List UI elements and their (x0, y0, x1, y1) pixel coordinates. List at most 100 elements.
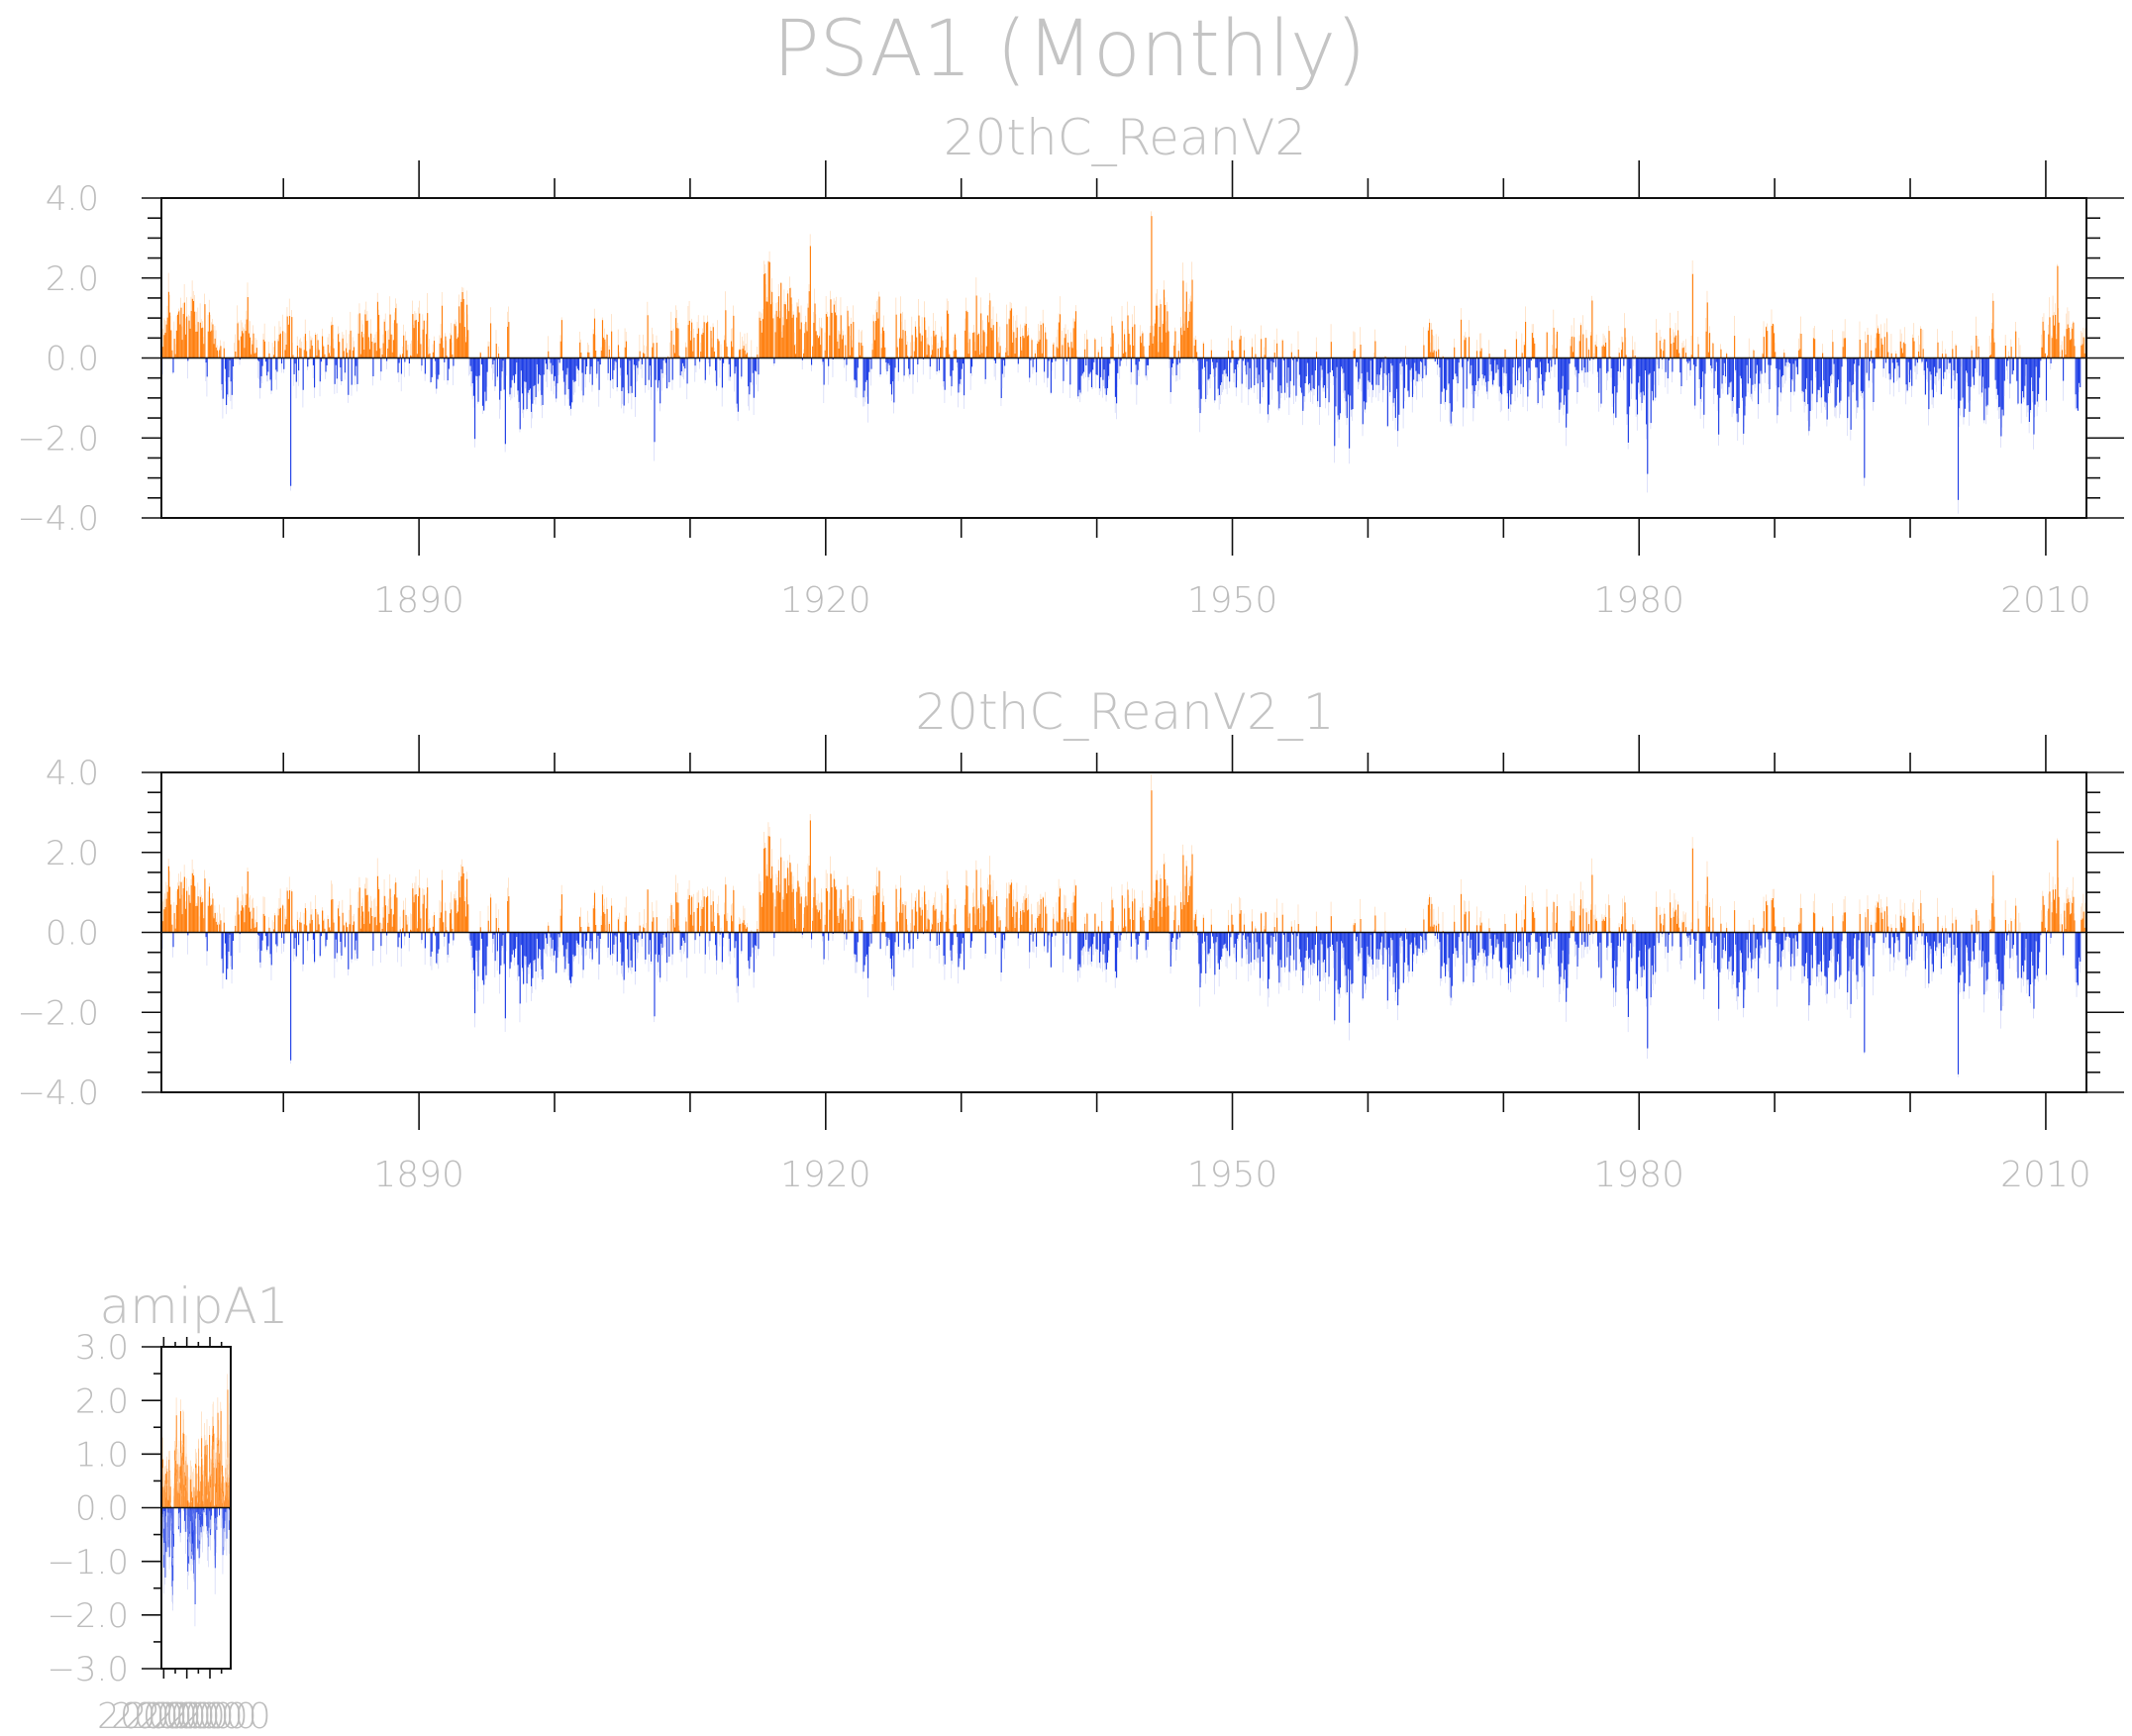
bar (200, 328, 203, 358)
bar (1957, 357, 1960, 500)
bar (1831, 357, 1833, 375)
bar (870, 357, 872, 369)
bar (1350, 357, 1352, 396)
bar-spread (942, 895, 943, 933)
bar-spread (1915, 357, 1917, 380)
bar (180, 307, 182, 358)
bar (1222, 357, 1224, 374)
bar (1191, 279, 1193, 358)
bar-spread (1871, 335, 1872, 358)
bar (1310, 357, 1312, 391)
bar (340, 932, 342, 942)
bar (1826, 357, 1828, 420)
bar (496, 357, 498, 377)
bar-spread (605, 342, 606, 358)
bar (1139, 336, 1142, 358)
bar-spread (349, 334, 350, 358)
bar-spread (617, 329, 619, 358)
bar (1434, 357, 1436, 361)
bar (837, 915, 839, 933)
bar-spread (1447, 357, 1448, 376)
bar (1996, 357, 1999, 395)
bar (181, 340, 183, 358)
bar (1539, 357, 1541, 362)
bar (230, 932, 232, 957)
bar (992, 899, 994, 933)
bar (424, 932, 426, 949)
bar (1881, 345, 1883, 358)
bar (2052, 315, 2054, 358)
bar-spread (280, 357, 282, 373)
bar (1215, 357, 1217, 368)
bar (983, 906, 985, 933)
bar (517, 357, 519, 391)
bar (644, 354, 646, 358)
bar (202, 901, 204, 933)
bar (1335, 357, 1337, 407)
bar (812, 920, 814, 933)
bar (628, 932, 630, 969)
bar (1939, 357, 1941, 368)
bar (1602, 345, 1604, 358)
bar (818, 336, 821, 358)
bar (251, 354, 253, 358)
bar (1169, 357, 1171, 392)
bar (982, 904, 984, 933)
bar-spread (1593, 353, 1595, 358)
bar (448, 932, 450, 944)
bar (684, 357, 686, 369)
bar (964, 904, 966, 933)
bar (406, 924, 408, 933)
bar (1355, 357, 1358, 367)
bar-spread (1792, 357, 1793, 382)
bar (573, 357, 575, 382)
bar (246, 893, 248, 933)
bar-spread (700, 906, 701, 933)
bar (1756, 357, 1759, 365)
bar (176, 888, 179, 933)
bar (433, 915, 436, 933)
bar (885, 357, 887, 362)
bar (1451, 357, 1453, 412)
bar (476, 357, 478, 376)
bar (624, 921, 626, 933)
bar (1078, 357, 1080, 390)
bar-spread (1373, 352, 1374, 358)
bar-spread (708, 932, 709, 947)
bar (1563, 357, 1565, 405)
bar (1290, 352, 1292, 358)
bar (1753, 350, 1755, 358)
bar (1008, 893, 1010, 933)
bar (844, 357, 846, 360)
bar (1830, 357, 1832, 376)
bar-spread (1554, 357, 1556, 378)
bar-spread (1919, 344, 1920, 358)
bar (1624, 328, 1626, 358)
bar (227, 357, 229, 395)
bar (454, 898, 456, 933)
bar (448, 357, 450, 369)
bar (1963, 357, 1965, 418)
bar (467, 330, 469, 358)
bar (2009, 357, 2011, 384)
bar-spread (692, 339, 693, 358)
bar-spread (228, 357, 229, 397)
bar (933, 330, 935, 358)
bar (1064, 338, 1066, 358)
bar (817, 338, 819, 358)
bar (557, 357, 558, 384)
bar (1246, 357, 1248, 375)
bar (1994, 357, 1996, 380)
bar (1820, 357, 1823, 398)
bar-spread (355, 357, 356, 377)
bar-spread (1666, 357, 1668, 371)
bar-spread (428, 347, 429, 358)
bar (2026, 357, 2028, 406)
bar (1983, 357, 1985, 421)
bar (247, 871, 249, 933)
bar (968, 913, 970, 933)
bar-spread (235, 334, 236, 358)
bar (464, 342, 467, 358)
bar (880, 922, 882, 933)
bar (653, 343, 655, 358)
